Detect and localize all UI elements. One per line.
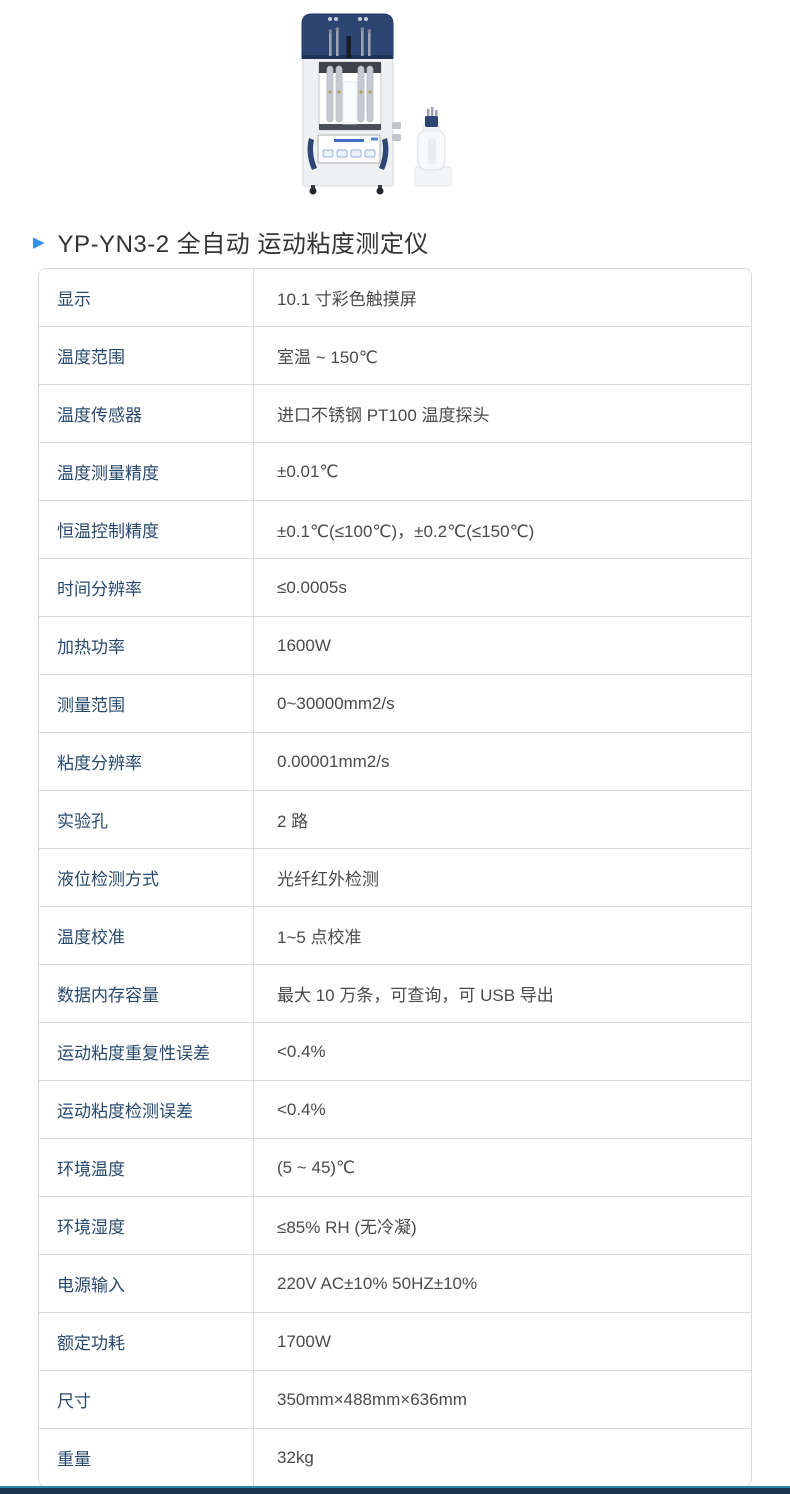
spec-label: 温度校准 [39,906,253,964]
table-row: 电源输入 220V AC±10% 50HZ±10% [39,1254,751,1312]
table-row: 温度测量精度 ±0.01℃ [39,442,751,500]
table-row: 环境湿度 ≤85% RH (无冷凝) [39,1196,751,1254]
spec-value: 最大 10 万条，可查询，可 USB 导出 [253,964,751,1022]
spec-value: 2 路 [253,790,751,848]
spec-label: 加热功率 [39,616,253,674]
spec-label: 尺寸 [39,1370,253,1428]
spec-label: 时间分辨率 [39,558,253,616]
product-image [0,0,790,210]
spec-value: ±0.01℃ [253,442,751,500]
spec-label: 环境温度 [39,1138,253,1196]
table-row: 尺寸 350mm×488mm×636mm [39,1370,751,1428]
spec-value: 室温 ~ 150℃ [253,326,751,384]
spec-value: <0.4% [253,1022,751,1080]
table-row: 测量范围 0~30000mm2/s [39,674,751,732]
spec-label: 显示 [39,269,253,326]
table-row: 加热功率 1600W [39,616,751,674]
table-row: 时间分辨率 ≤0.0005s [39,558,751,616]
spec-label: 运动粘度检测误差 [39,1080,253,1138]
page-title: YP-YN3-2 全自动 运动粘度测定仪 [57,230,429,258]
bottle-illustration [414,107,452,187]
spec-label: 粘度分辨率 [39,732,253,790]
table-row: 运动粘度检测误差 <0.4% [39,1080,751,1138]
table-row: 温度传感器 进口不锈钢 PT100 温度探头 [39,384,751,442]
title-marker-icon: ▶ [33,233,45,251]
table-row: 温度范围 室温 ~ 150℃ [39,326,751,384]
spec-value: 220V AC±10% 50HZ±10% [253,1254,751,1312]
spec-value: ±0.1℃(≤100℃)，±0.2℃(≤150℃) [253,500,751,558]
table-row: 数据内存容量 最大 10 万条，可查询，可 USB 导出 [39,964,751,1022]
spec-value: ≤0.0005s [253,558,751,616]
spec-value: 1700W [253,1312,751,1370]
spec-table: 显示 10.1 寸彩色触摸屏 温度范围 室温 ~ 150℃ 温度传感器 进口不锈… [38,268,752,1487]
spec-value: 光纤红外检测 [253,848,751,906]
spec-label: 数据内存容量 [39,964,253,1022]
spec-value: 350mm×488mm×636mm [253,1370,751,1428]
spec-label: 测量范围 [39,674,253,732]
spec-value: 10.1 寸彩色触摸屏 [253,269,751,326]
table-row: 实验孔 2 路 [39,790,751,848]
machine-illustration [301,13,401,195]
spec-value: 32kg [253,1428,751,1486]
spec-label: 恒温控制精度 [39,500,253,558]
table-row: 液位检测方式 光纤红外检测 [39,848,751,906]
table-row: 粘度分辨率 0.00001mm2/s [39,732,751,790]
spec-value: 1~5 点校准 [253,906,751,964]
spec-label: 电源输入 [39,1254,253,1312]
spec-value: <0.4% [253,1080,751,1138]
spec-label: 实验孔 [39,790,253,848]
spec-label: 温度测量精度 [39,442,253,500]
table-row: 重量 32kg [39,1428,751,1486]
table-row: 恒温控制精度 ±0.1℃(≤100℃)，±0.2℃(≤150℃) [39,500,751,558]
spec-table-body: 显示 10.1 寸彩色触摸屏 温度范围 室温 ~ 150℃ 温度传感器 进口不锈… [39,269,751,1486]
spec-label: 运动粘度重复性误差 [39,1022,253,1080]
table-row: 运动粘度重复性误差 <0.4% [39,1022,751,1080]
product-title-row: ▶ YP-YN3-2 全自动 运动粘度测定仪 [0,210,790,260]
spec-value: 0.00001mm2/s [253,732,751,790]
footer-bar [0,1486,790,1494]
table-row: 显示 10.1 寸彩色触摸屏 [39,269,751,326]
spec-value: 进口不锈钢 PT100 温度探头 [253,384,751,442]
spec-label: 温度范围 [39,326,253,384]
table-row: 环境温度 (5 ~ 45)℃ [39,1138,751,1196]
spec-label: 重量 [39,1428,253,1486]
spec-label: 液位检测方式 [39,848,253,906]
spec-label: 环境湿度 [39,1196,253,1254]
spec-value: 1600W [253,616,751,674]
spec-label: 额定功耗 [39,1312,253,1370]
spec-value: (5 ~ 45)℃ [253,1138,751,1196]
spec-value: ≤85% RH (无冷凝) [253,1196,751,1254]
table-row: 额定功耗 1700W [39,1312,751,1370]
product-photo [301,13,452,195]
spec-value: 0~30000mm2/s [253,674,751,732]
table-row: 温度校准 1~5 点校准 [39,906,751,964]
spec-label: 温度传感器 [39,384,253,442]
